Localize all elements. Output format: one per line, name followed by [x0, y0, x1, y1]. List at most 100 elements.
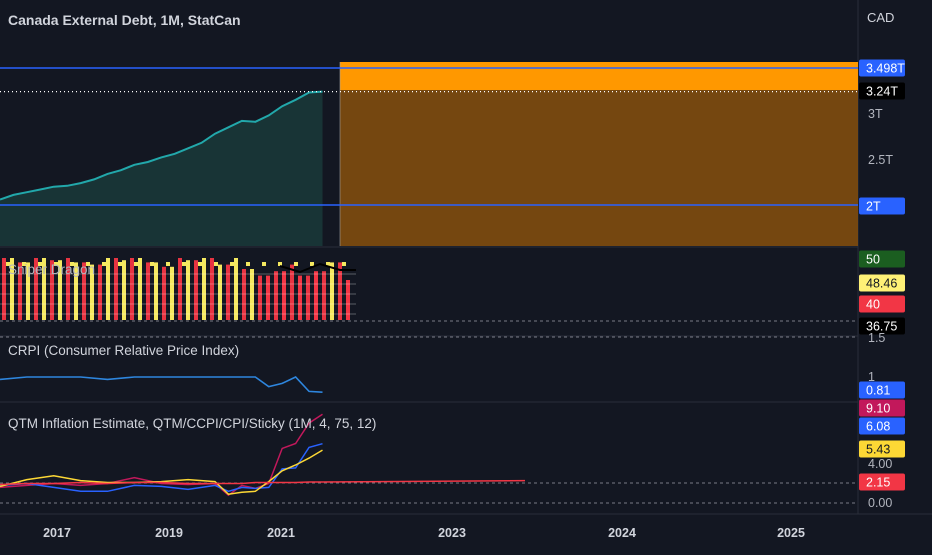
badge-sniper-48-46[interactable]: 48.46	[866, 277, 897, 291]
badge-cpi-5-43-bg	[859, 440, 905, 458]
time-label-2024: 2024	[608, 526, 636, 540]
sniper-bar	[250, 269, 254, 320]
crpi-tick-1: 1	[868, 370, 875, 384]
sniper-bar	[114, 258, 118, 320]
badge-crpi-0-81-bg	[859, 381, 905, 399]
sniper-bar	[18, 262, 22, 320]
sniper-marker	[310, 262, 314, 266]
sniper-bar	[266, 275, 270, 320]
sniper-bar	[122, 260, 126, 320]
currency-label[interactable]: CAD	[867, 10, 895, 25]
sniper-bar	[154, 262, 158, 320]
qtm-tick-0: 0.00	[868, 496, 892, 510]
sniper-bar	[282, 271, 286, 320]
badge-3-498t-bg	[859, 59, 905, 77]
price-axis: 3T 2.5T 3.498T 3.24T 2T 50 48.46 40 36.751.5 10.8…	[859, 59, 905, 510]
sniper-bar	[58, 260, 62, 320]
sniper-bar	[274, 271, 278, 320]
symbol-title[interactable]: Canada External Debt, 1M, StatCan	[8, 12, 241, 28]
sniper-marker	[38, 262, 42, 266]
badge-sniper-50[interactable]: 50	[866, 253, 880, 267]
sniper-marker	[70, 262, 74, 266]
time-label-2025: 2025	[777, 526, 805, 540]
sniper-signal-line	[279, 262, 356, 274]
sniper-bar	[194, 260, 198, 320]
sniper-bar	[74, 262, 78, 320]
sniper-bar	[170, 266, 174, 320]
sniper-bar	[290, 264, 294, 320]
time-label-2017: 2017	[43, 526, 71, 540]
sniper-bar	[242, 269, 246, 320]
badge-sniper-36-75[interactable]: 36.75	[866, 320, 897, 334]
badge-sniper-40-bg	[859, 295, 905, 313]
badge-2t[interactable]: 2T	[866, 200, 881, 214]
sniper-bar	[10, 258, 14, 320]
sniper-marker	[118, 262, 122, 266]
main-tick-2-5t: 2.5T	[868, 153, 893, 167]
time-label-2021: 2021	[267, 526, 295, 540]
sniper-title[interactable]: Sniper Dragon	[8, 262, 96, 277]
sniper-pane	[0, 258, 356, 320]
badge-sticky-2-15-bg	[859, 473, 905, 491]
badge-qtm-9-10-bg	[859, 399, 905, 417]
sniper-bar	[106, 258, 110, 320]
sniper-marker	[134, 262, 138, 266]
qtm-tick-4: 4.00	[868, 457, 892, 471]
sniper-bar	[90, 264, 94, 320]
debt-area-fill	[0, 91, 323, 246]
crpi-title[interactable]: CRPI (Consumer Relative Price Index)	[8, 343, 240, 358]
badge-2t-bg	[859, 197, 905, 215]
qtm-pane	[0, 413, 526, 497]
badge-3-24t[interactable]: 3.24T	[866, 85, 898, 99]
sniper-bar	[98, 264, 102, 320]
badge-3-498t[interactable]: 3.498T	[866, 62, 905, 76]
time-label-2019: 2019	[155, 526, 183, 540]
sniper-marker	[214, 262, 218, 266]
qtm-title[interactable]: QTM Inflation Estimate, QTM/CCPI/CPI/Sti…	[8, 416, 377, 431]
sniper-bar	[162, 266, 166, 320]
sniper-bar	[26, 262, 30, 320]
sniper-marker	[22, 262, 26, 266]
badge-sticky-2-15[interactable]: 2.15	[866, 476, 890, 490]
sniper-bar	[2, 258, 6, 320]
badge-sniper-40[interactable]: 40	[866, 298, 880, 312]
sniper-bar	[226, 264, 230, 320]
sniper-bar	[210, 258, 214, 320]
sniper-bar	[202, 258, 206, 320]
crpi-tick-1-5: 1.5	[868, 331, 885, 345]
sniper-marker	[262, 262, 266, 266]
sniper-bar	[178, 258, 182, 320]
forecast-box-upper	[340, 62, 858, 90]
badge-sniper-36-75-bg	[859, 317, 905, 335]
sniper-marker	[54, 262, 58, 266]
main-tick-3t: 3T	[868, 107, 883, 121]
sniper-marker	[198, 262, 202, 266]
badge-cpi-5-43[interactable]: 5.43	[866, 443, 890, 457]
sniper-marker	[150, 262, 154, 266]
sniper-marker	[278, 262, 282, 266]
forecast-box-lower	[340, 90, 858, 246]
debt-line	[0, 90, 323, 201]
sniper-marker	[246, 262, 250, 266]
badge-ccpi-6-08[interactable]: 6.08	[866, 420, 890, 434]
sniper-bar	[82, 262, 86, 320]
sniper-bar	[306, 275, 310, 320]
sniper-marker	[294, 262, 298, 266]
badge-crpi-0-81[interactable]: 0.81	[866, 384, 890, 398]
sniper-bar	[346, 280, 350, 320]
badge-qtm-9-10[interactable]: 9.10	[866, 402, 890, 416]
time-axis: 2017 2019 2021 2023 2024 2025	[43, 526, 805, 540]
sniper-bar	[130, 258, 134, 320]
qtm-line-sticky	[0, 481, 323, 486]
badge-sniper-48-46-bg	[859, 274, 905, 292]
main-pane	[0, 62, 858, 246]
sniper-marker	[102, 262, 106, 266]
qtm-line-cpi	[0, 449, 323, 495]
sniper-marker	[326, 262, 330, 266]
sniper-bar	[258, 275, 262, 320]
sniper-marker	[166, 262, 170, 266]
sniper-bar	[314, 271, 318, 320]
sniper-bar	[34, 258, 38, 320]
